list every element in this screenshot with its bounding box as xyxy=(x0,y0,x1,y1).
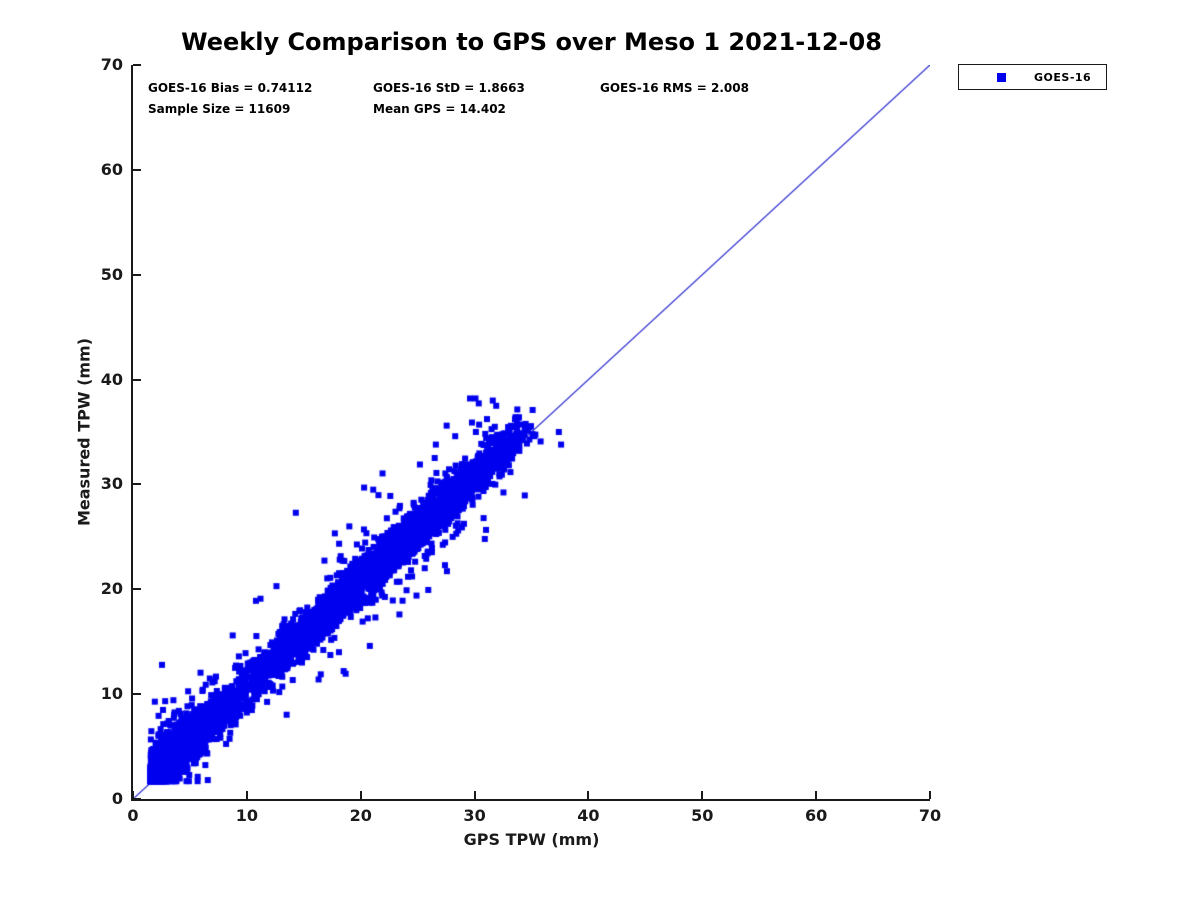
x-tick-label: 70 xyxy=(918,806,942,825)
x-tick xyxy=(701,791,704,799)
y-tick-label: 0 xyxy=(111,789,123,808)
x-tick-label: 60 xyxy=(805,806,828,825)
y-tick xyxy=(133,273,141,276)
x-tick xyxy=(359,791,362,799)
x-tick-label: 50 xyxy=(691,806,714,825)
chart-title: Weekly Comparison to GPS over Meso 1 202… xyxy=(181,28,882,56)
x-tick xyxy=(132,791,134,799)
y-tick xyxy=(133,588,141,591)
y-tick-label: 10 xyxy=(100,684,123,704)
x-tick xyxy=(929,791,931,799)
legend: GOES-16 xyxy=(958,64,1107,90)
y-tick xyxy=(133,693,141,696)
y-tick-label: 60 xyxy=(100,159,123,179)
x-tick-label: 20 xyxy=(349,806,372,825)
y-tick-label: 50 xyxy=(100,264,123,284)
legend-square-marker-icon xyxy=(997,72,1006,82)
x-tick xyxy=(473,791,476,799)
x-tick xyxy=(587,791,590,799)
x-tick-label: 0 xyxy=(127,806,139,825)
y-tick-label: 40 xyxy=(100,369,123,389)
y-tick xyxy=(133,483,141,486)
y-tick xyxy=(133,798,141,800)
x-tick xyxy=(245,791,248,799)
y-tick-label: 20 xyxy=(100,579,123,599)
x-tick-label: 40 xyxy=(577,806,600,825)
x-tick xyxy=(815,791,818,799)
y-tick-label: 30 xyxy=(100,474,123,494)
y-tick-label: 70 xyxy=(100,55,123,74)
x-tick-label: 10 xyxy=(235,806,258,825)
plot-canvas xyxy=(133,65,930,799)
y-axis-label: Measured TPW (mm) xyxy=(74,337,94,527)
y-tick xyxy=(133,168,141,171)
y-tick xyxy=(133,378,141,381)
legend-label: GOES-16 xyxy=(1034,70,1092,84)
plot-area xyxy=(131,64,931,801)
y-tick xyxy=(133,64,141,66)
x-axis-label: GPS TPW (mm) xyxy=(463,830,600,849)
x-tick-label: 30 xyxy=(463,806,486,825)
